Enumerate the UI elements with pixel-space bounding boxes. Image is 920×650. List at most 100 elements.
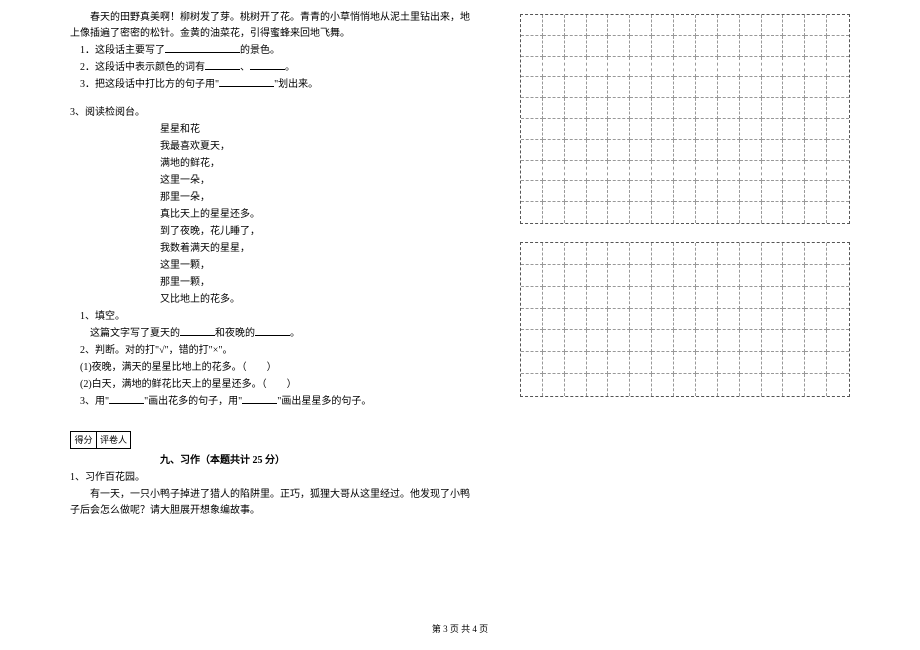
right-column <box>520 10 850 520</box>
grid-cell <box>696 36 718 57</box>
grid-cell <box>740 161 762 182</box>
grid-cell <box>587 374 609 396</box>
p1-q1-suffix: 的景色。 <box>240 45 280 56</box>
grid-cell <box>805 77 827 98</box>
writing-grid-bottom <box>520 242 850 397</box>
score-box: 得分 评卷人 <box>70 431 131 449</box>
poem-line: 我数着满天的星星， <box>70 241 470 257</box>
grid-cell <box>696 287 718 309</box>
grid-cell <box>805 352 827 374</box>
poem-line: 我最喜欢夏天， <box>70 139 470 155</box>
poem-line: 这里一颗， <box>70 258 470 274</box>
grid-cell <box>608 119 630 140</box>
p2-q3: 3、用""画出花多的句子，用""画出星星多的句子。 <box>70 394 470 410</box>
grid-cell <box>630 265 652 287</box>
grid-cell <box>696 374 718 396</box>
grid-cell <box>827 202 849 223</box>
grid-cell <box>805 119 827 140</box>
grid-cell <box>740 309 762 331</box>
grid-cell <box>543 374 565 396</box>
grid-cell <box>718 15 740 36</box>
grid-cell <box>827 181 849 202</box>
grid-cell <box>630 119 652 140</box>
grid-cell <box>565 202 587 223</box>
grid-cell <box>740 15 762 36</box>
grid-cell <box>543 265 565 287</box>
grid-cell <box>652 265 674 287</box>
poem-line: 又比地上的花多。 <box>70 292 470 308</box>
grid-cell <box>827 57 849 78</box>
p2-q1-suf: 。 <box>290 328 300 339</box>
grid-cell <box>587 57 609 78</box>
grid-cell <box>762 374 784 396</box>
blank <box>109 395 144 405</box>
grid-cell <box>783 352 805 374</box>
grid-cell <box>565 374 587 396</box>
grid-cell <box>587 161 609 182</box>
grid-cell <box>805 161 827 182</box>
grid-cell <box>783 287 805 309</box>
grid-cell <box>740 119 762 140</box>
grid-cell <box>608 374 630 396</box>
grid-cell <box>587 119 609 140</box>
grid-cell <box>740 77 762 98</box>
spacer <box>70 94 470 104</box>
grid-cell <box>587 15 609 36</box>
grid-cell <box>543 15 565 36</box>
grid-cell <box>783 140 805 161</box>
grid-cell <box>674 36 696 57</box>
grid-cell <box>827 287 849 309</box>
grid-cell <box>783 15 805 36</box>
grid-cell <box>608 181 630 202</box>
grid-cell <box>652 202 674 223</box>
grid-cell <box>762 77 784 98</box>
grid-cell <box>652 243 674 265</box>
grid-cell <box>565 161 587 182</box>
grid-cell <box>805 330 827 352</box>
grid-cell <box>718 181 740 202</box>
grid-cell <box>521 330 543 352</box>
grid-cell <box>783 243 805 265</box>
grid-cell <box>630 330 652 352</box>
poem-line: 那里一朵， <box>70 190 470 206</box>
poem-line: 这里一朵， <box>70 173 470 189</box>
p2-q2-1: (1)夜晚，满天的星星比地上的花多。（ ） <box>70 360 470 376</box>
grid-cell <box>521 98 543 119</box>
grid-cell <box>630 287 652 309</box>
grid-cell <box>608 140 630 161</box>
grid-cell <box>543 119 565 140</box>
grid-cell <box>543 287 565 309</box>
grid-cell <box>696 77 718 98</box>
grid-cell <box>762 309 784 331</box>
grid-cell <box>565 181 587 202</box>
grid-cell <box>543 243 565 265</box>
grid-cell <box>696 265 718 287</box>
grid-cell <box>718 36 740 57</box>
grid-cell <box>740 265 762 287</box>
page-footer: 第 3 页 共 4 页 <box>0 622 920 635</box>
grid-cell <box>608 287 630 309</box>
grid-cell <box>652 36 674 57</box>
grid-cell <box>608 352 630 374</box>
grid-cell <box>565 309 587 331</box>
grid-cell <box>630 374 652 396</box>
grid-cell <box>608 243 630 265</box>
grid-cell <box>521 77 543 98</box>
grid-cell <box>521 36 543 57</box>
grid-cell <box>652 374 674 396</box>
blank <box>250 61 285 71</box>
grid-cell <box>740 352 762 374</box>
grid-cell <box>805 243 827 265</box>
grid-cell <box>521 243 543 265</box>
grid-cell <box>783 374 805 396</box>
poem-title: 星星和花 <box>70 122 470 138</box>
grid-cell <box>805 181 827 202</box>
grid-cell <box>696 57 718 78</box>
grid-cell <box>762 181 784 202</box>
grid-cell <box>696 140 718 161</box>
grid-cell <box>718 98 740 119</box>
section9-header: 得分 评卷人 九、习作（本题共计 25 分） <box>70 411 470 469</box>
grid-cell <box>696 330 718 352</box>
p2-q3-mid: "画出花多的句子，用" <box>144 396 242 407</box>
grid-cell <box>827 352 849 374</box>
